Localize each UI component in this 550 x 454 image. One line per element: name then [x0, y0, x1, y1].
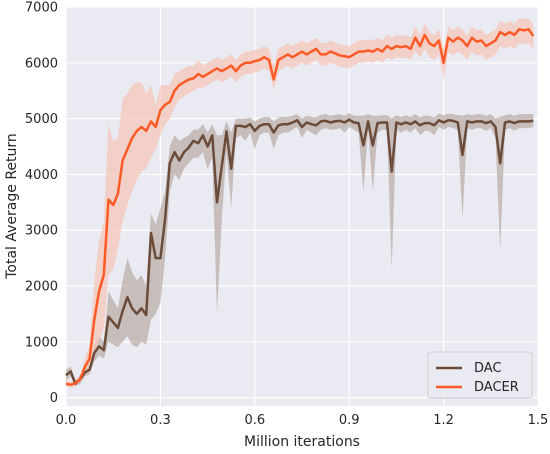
y-tick-label: 3000 [25, 224, 58, 239]
y-tick-label: 4000 [25, 168, 58, 183]
y-tick-label: 1000 [25, 335, 58, 350]
x-tick-label: 0.3 [150, 413, 171, 428]
legend-label-dac: DAC [474, 361, 502, 376]
x-tick-label: 0.9 [339, 413, 360, 428]
x-tick-labels: 0.0 0.3 0.6 0.9 1.2 1.5 [56, 413, 549, 428]
x-tick-label: 1.5 [528, 413, 549, 428]
y-tick-label: 6000 [25, 56, 58, 71]
y-tick-label: 7000 [25, 1, 58, 16]
legend-label-dacer: DACER [474, 380, 519, 395]
x-tick-label: 0.0 [56, 413, 77, 428]
x-tick-label: 1.2 [433, 413, 454, 428]
y-axis-label: Total Average Return [4, 133, 20, 280]
y-tick-label: 5000 [25, 112, 58, 127]
band-dacer [66, 18, 534, 388]
y-tick-labels: 0 1000 2000 3000 4000 5000 6000 7000 [25, 1, 58, 407]
series-line-dacer [65, 28, 535, 387]
legend: DAC DACER [427, 351, 533, 399]
series-lines [65, 28, 535, 387]
y-tick-label: 2000 [25, 280, 58, 295]
band-dac [66, 113, 534, 387]
x-tick-label: 0.6 [244, 413, 265, 428]
series-line-dac [65, 118, 534, 385]
x-axis-label: Million iterations [244, 434, 360, 450]
confidence-bands [66, 18, 534, 388]
y-tick-label: 0 [50, 391, 58, 406]
